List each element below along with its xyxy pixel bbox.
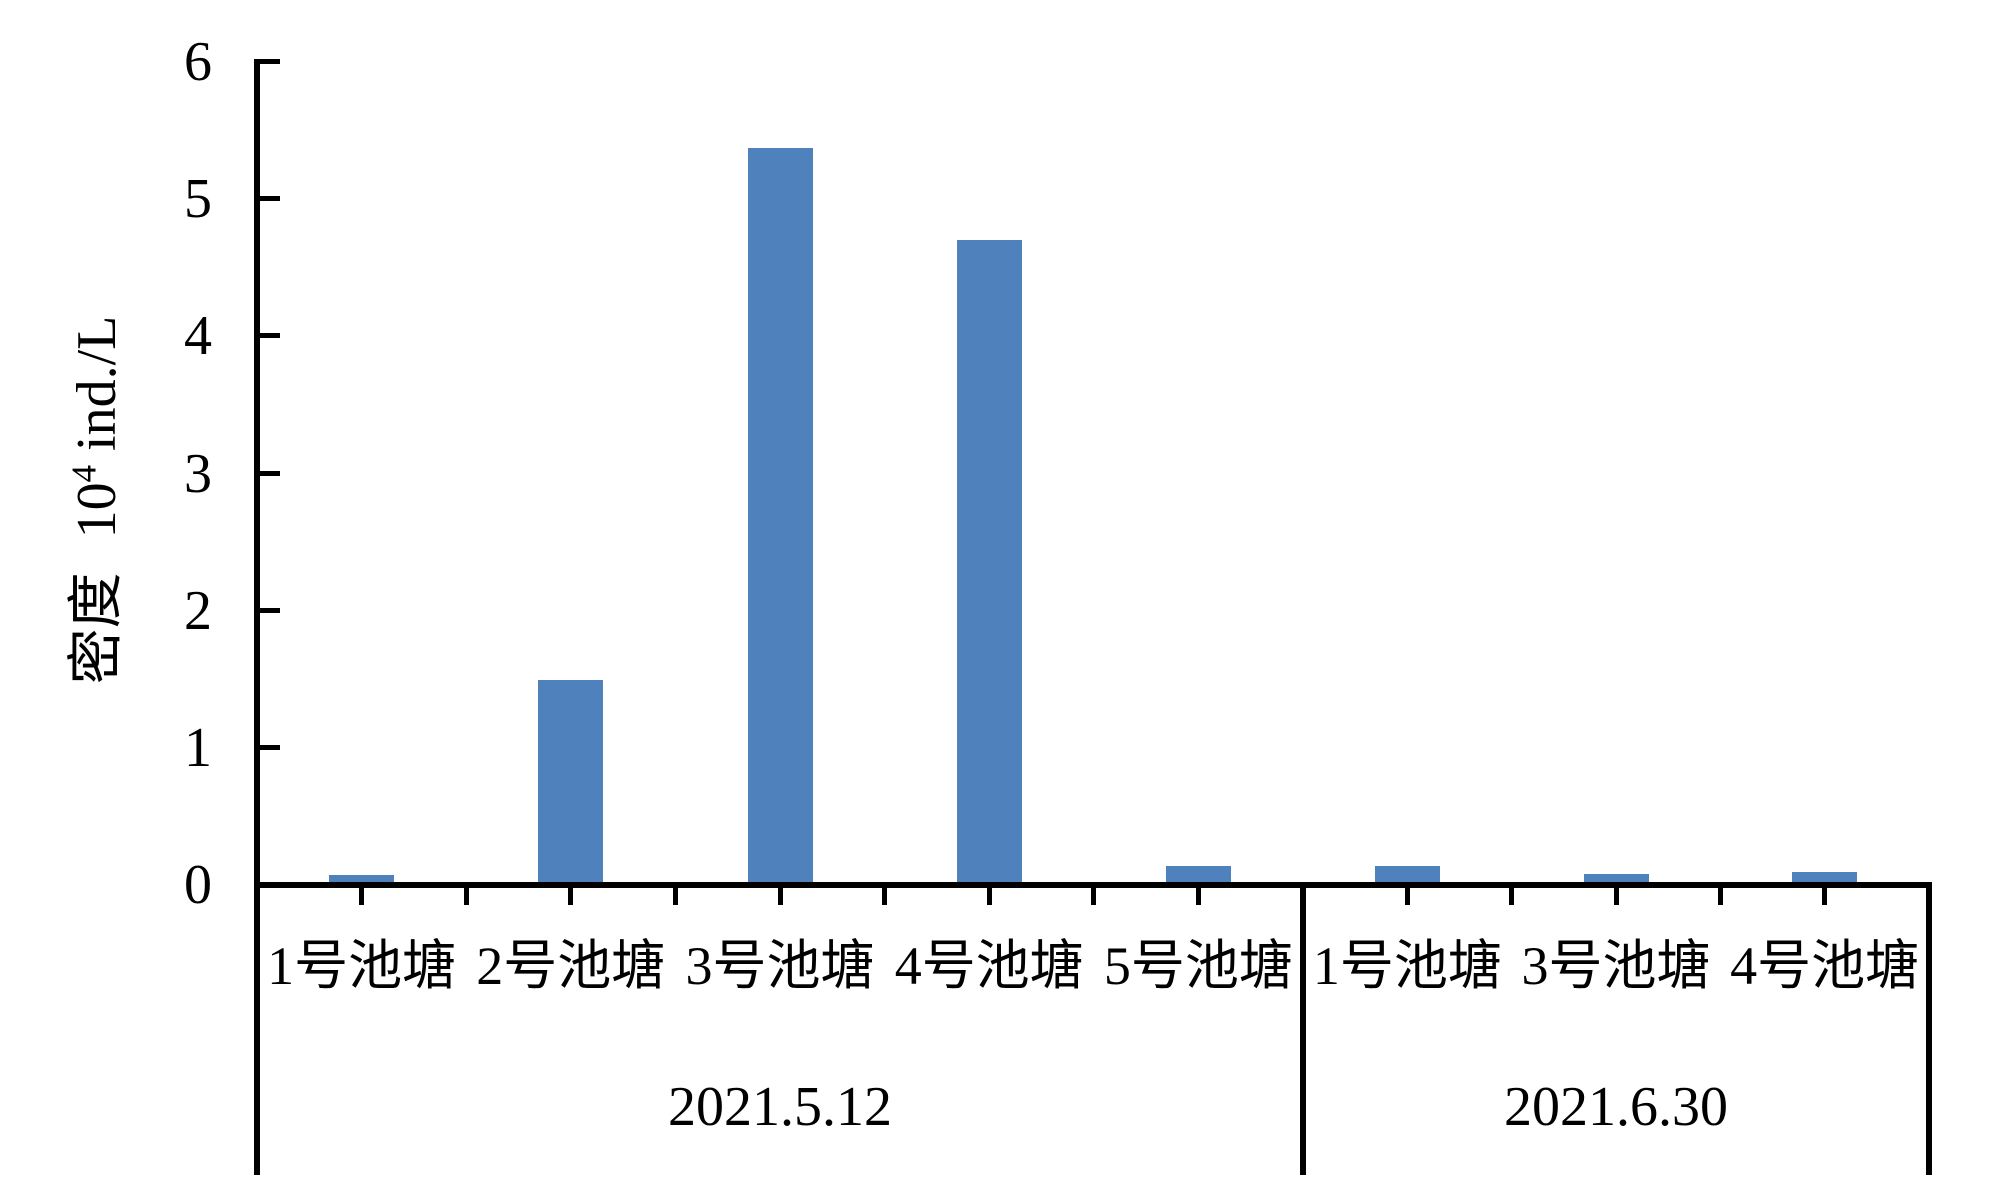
x-tick-mark: [463, 882, 469, 905]
y-tick-label: 2: [184, 579, 212, 642]
y-tick-label: 1: [184, 716, 212, 779]
y-axis-line: [254, 59, 260, 1175]
category-label: 5号池塘: [1103, 936, 1293, 996]
y-tick-label: 0: [184, 854, 212, 916]
category-label: 4号池塘: [1730, 936, 1920, 996]
x-tick-mark: [359, 882, 365, 905]
category-label: 2号池塘: [476, 936, 666, 996]
y-tick-mark: [260, 744, 280, 750]
y-tick-mark: [260, 882, 280, 887]
bar-2021.6.30-1号池塘: [1375, 866, 1440, 882]
x-tick-mark: [672, 882, 678, 905]
bar-2021.5.12-1号池塘: [329, 875, 394, 882]
category-label: 1号池塘: [1312, 936, 1502, 996]
x-tick-mark: [777, 882, 783, 905]
x-tick-mark: [986, 882, 992, 905]
x-tick-mark: [1509, 882, 1515, 905]
group-divider-line: [1300, 882, 1306, 1175]
y-tick-mark: [260, 59, 280, 64]
y-tick-mark: [260, 470, 280, 476]
frame-right-line: [1926, 882, 1932, 1175]
bar-2021.6.30-3号池塘: [1584, 874, 1649, 882]
y-tick-label: 4: [184, 305, 212, 368]
group-label: 2021.6.30: [1504, 1076, 1728, 1138]
x-tick-mark: [1613, 882, 1619, 905]
category-label: 4号池塘: [894, 936, 1084, 996]
y-tick-mark: [260, 333, 280, 339]
bar-2021.5.12-4号池塘: [957, 240, 1022, 882]
y-tick-label: 3: [184, 442, 212, 505]
x-tick-mark: [1195, 882, 1201, 905]
bar-2021.5.12-5号池塘: [1166, 866, 1231, 882]
x-tick-mark: [568, 882, 574, 905]
y-tick-label: 5: [184, 168, 212, 231]
group-label: 2021.5.12: [668, 1076, 892, 1138]
x-tick-mark: [882, 882, 888, 905]
category-label: 3号池塘: [1521, 936, 1711, 996]
x-tick-mark: [1404, 882, 1410, 905]
y-tick-mark: [260, 607, 280, 613]
x-tick-mark: [1091, 882, 1097, 905]
x-tick-mark: [1822, 882, 1828, 905]
bar-2021.5.12-3号池塘: [748, 148, 813, 882]
category-label: 1号池塘: [267, 936, 457, 996]
bar-2021.6.30-4号池塘: [1792, 872, 1857, 882]
category-label: 3号池塘: [685, 936, 875, 996]
y-tick-label: 6: [184, 31, 212, 93]
x-tick-mark: [1717, 882, 1723, 905]
y-tick-mark: [260, 196, 280, 202]
bar-2021.5.12-2号池塘: [538, 680, 603, 882]
